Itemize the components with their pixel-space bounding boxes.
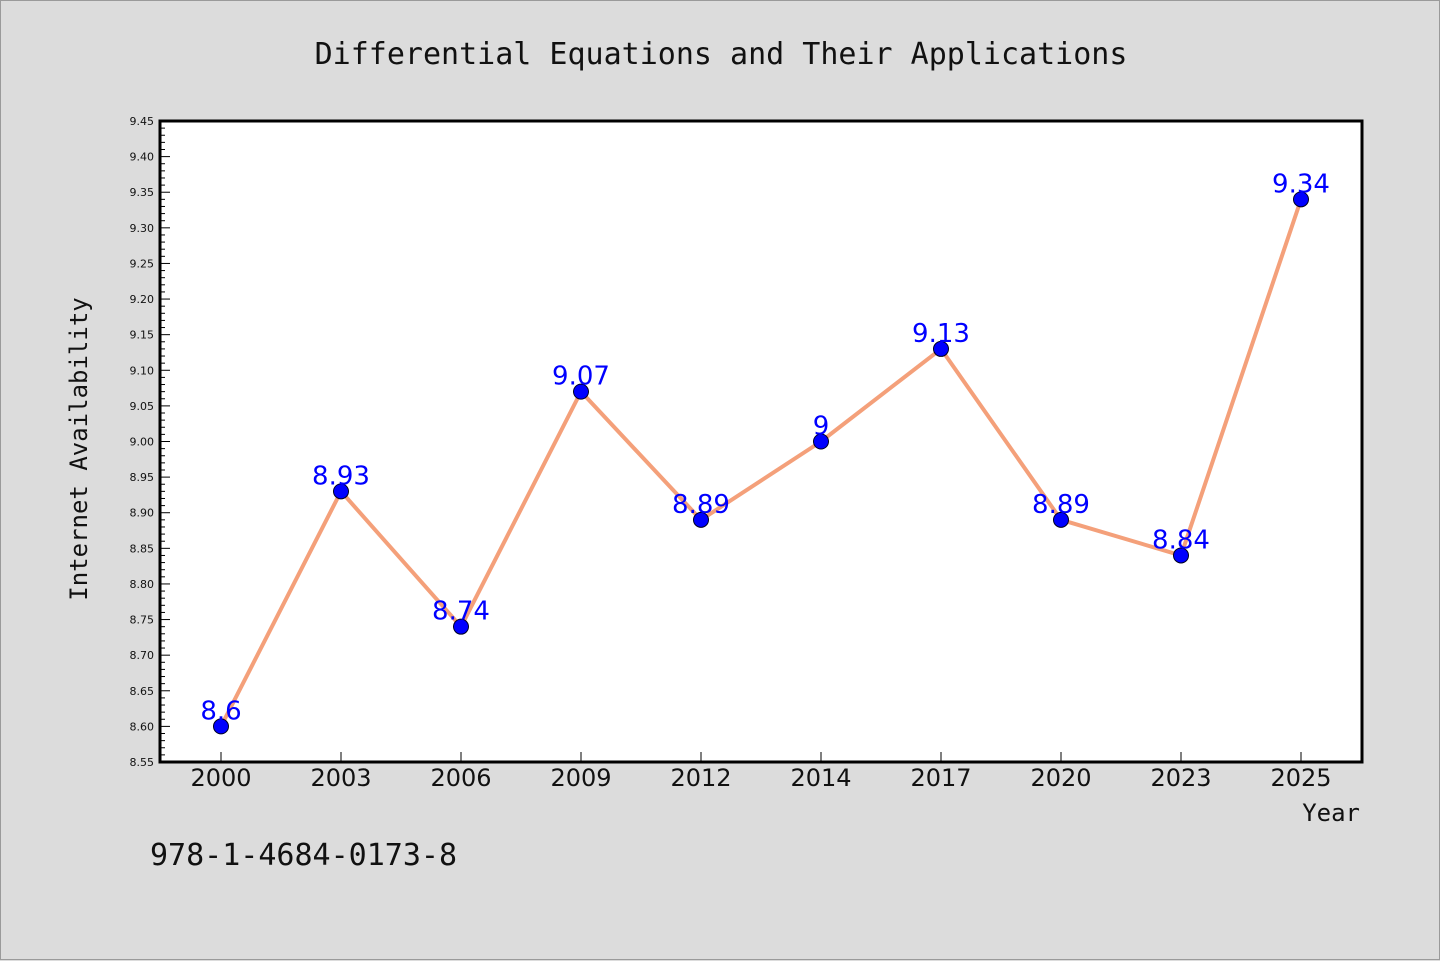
y-tick-label: 8.55: [130, 756, 155, 769]
data-point-label: 8.6: [200, 696, 241, 726]
data-point-marker: [1053, 511, 1069, 528]
y-tick-label: 9.30: [130, 222, 155, 235]
data-point-marker: [1173, 547, 1189, 564]
data-point-label: 9.34: [1272, 169, 1330, 199]
y-tick-label: 9.05: [130, 400, 155, 413]
x-axis-label: Year: [1302, 799, 1360, 827]
y-tick-label: 8.65: [130, 685, 155, 698]
x-tick-label: 2014: [790, 764, 851, 792]
data-point-marker: [213, 718, 229, 735]
x-axis: 2000 2003 2006 2009 2012 2014 2017 2020 2023 2025: [190, 752, 1332, 792]
y-tick-label: 8.80: [130, 578, 155, 591]
x-tick-label: 2009: [550, 764, 611, 792]
data-point-marker: [333, 483, 349, 500]
data-point-label: 8.89: [672, 490, 730, 520]
x-tick-label: 2020: [1030, 764, 1091, 792]
chart-title: Differential Equations and Their Applica…: [315, 37, 1128, 72]
x-tick-label: 2012: [670, 764, 731, 792]
x-tick-label: 2025: [1270, 764, 1331, 792]
data-point-marker: [453, 618, 469, 635]
data-point-label: 9.07: [552, 362, 610, 392]
data-point-marker: [813, 433, 829, 450]
y-tick-label: 9.10: [130, 364, 155, 377]
y-tick-label: 9.25: [130, 257, 155, 270]
y-tick-label: 8.85: [130, 542, 155, 555]
y-tick-label: 9.45: [130, 115, 155, 128]
y-axis: 8.55 8.60 8.65 8.70 8.75 8.80 8.85 8.90 8.95 9.00…: [130, 115, 170, 769]
x-tick-label: 2006: [430, 764, 491, 792]
y-tick-label: 9.15: [130, 329, 155, 342]
data-markers: [213, 191, 1309, 735]
data-point-marker: [933, 340, 949, 357]
data-point-marker: [693, 511, 709, 528]
x-tick-label: 2000: [190, 764, 251, 792]
y-tick-label: 8.60: [130, 720, 155, 733]
data-point-label: 8.84: [1152, 525, 1210, 555]
y-axis-label: Internet Availability: [65, 297, 93, 600]
y-tick-label: 9.40: [130, 151, 155, 164]
data-point-marker: [1293, 191, 1309, 208]
data-point-label: 8.74: [432, 597, 490, 627]
x-tick-label: 2023: [1150, 764, 1211, 792]
data-point-label: 8.93: [312, 461, 370, 491]
y-tick-label: 9.20: [130, 293, 155, 306]
plot-area: [158, 119, 1364, 764]
data-labels: 8.6 8.93 8.74 9.07 8.89 9 9.13 8.89 8.84 9.34: [200, 169, 1330, 726]
y-tick-label: 8.75: [130, 614, 155, 627]
series-polyline: [219, 198, 1303, 728]
y-tick-label: 9.35: [130, 186, 155, 199]
x-tick-label: 2017: [910, 764, 971, 792]
data-point-marker: [573, 383, 589, 400]
y-tick-label: 8.95: [130, 471, 155, 484]
data-point-label: 9: [813, 412, 830, 442]
series-line: [219, 198, 1303, 728]
y-tick-label: 8.70: [130, 649, 155, 662]
data-point-label: 8.89: [1032, 490, 1090, 520]
data-point-label: 9.13: [912, 319, 970, 349]
isbn-footer: 978-1-4684-0173-8: [150, 838, 457, 873]
y-tick-label: 8.90: [130, 507, 155, 520]
y-tick-label: 9.00: [130, 436, 155, 449]
x-tick-label: 2003: [310, 764, 371, 792]
